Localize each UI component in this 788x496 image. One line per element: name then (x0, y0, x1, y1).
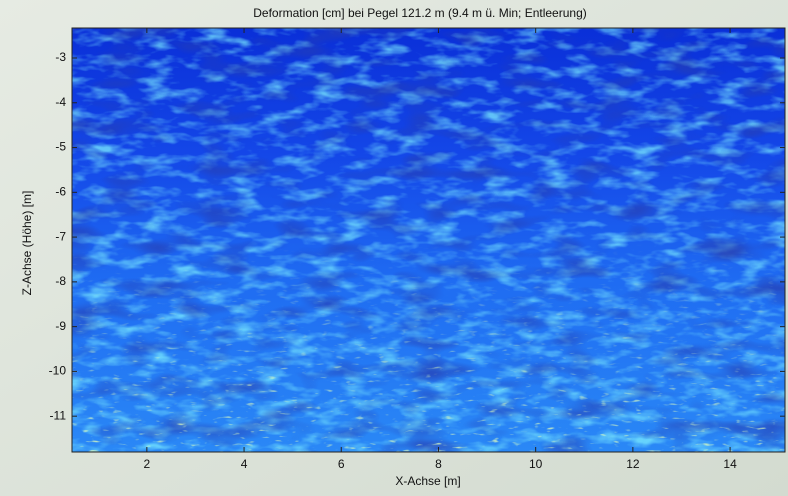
y-tick-label: -4 (55, 95, 66, 109)
heatmap-image (72, 28, 785, 452)
y-tick-label: -5 (55, 140, 66, 154)
y-tick-label: -8 (55, 274, 66, 288)
x-tick-label: 12 (626, 457, 640, 471)
y-tick-label: -10 (49, 364, 67, 378)
y-tick-label: -6 (55, 184, 66, 198)
x-tick-label: 8 (435, 457, 442, 471)
y-tick-label: -7 (55, 229, 66, 243)
x-tick-label: 6 (338, 457, 345, 471)
x-tick-label: 10 (529, 457, 543, 471)
x-axis-label: X-Achse [m] (395, 474, 460, 488)
y-axis-label: Z-Achse (Höhe) [m] (20, 191, 34, 296)
chart-title: Deformation [cm] bei Pegel 121.2 m (9.4 … (253, 6, 587, 20)
y-tick-label: -11 (50, 408, 67, 422)
plot-frame (71, 27, 786, 453)
y-tick-label: -9 (55, 319, 66, 333)
x-tick-label: 2 (144, 457, 151, 471)
x-tick-label: 4 (241, 457, 248, 471)
y-tick-label: -3 (55, 50, 66, 64)
x-tick-label: 14 (723, 457, 737, 471)
